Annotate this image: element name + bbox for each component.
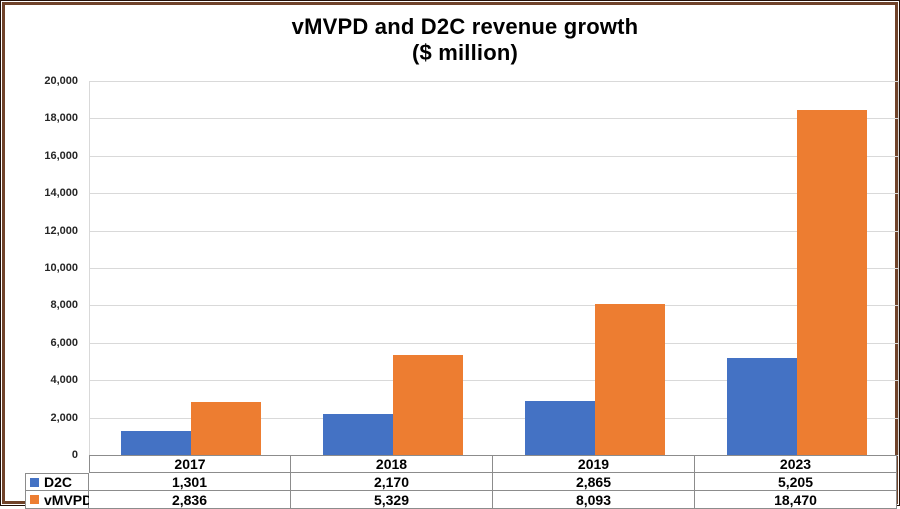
gridline bbox=[90, 193, 898, 195]
legend-swatch-d2c bbox=[30, 477, 39, 487]
gridline bbox=[90, 118, 898, 120]
gridline bbox=[90, 230, 898, 232]
value-cell-d2c-2023: 5,205 bbox=[695, 473, 897, 491]
year-header-cell: 2018 bbox=[291, 455, 493, 473]
bar-vmvpd-2017 bbox=[191, 402, 261, 455]
y-axis-tick-label: 14,000 bbox=[44, 187, 78, 200]
gridline bbox=[90, 342, 898, 344]
y-axis-tick-label: 20,000 bbox=[44, 75, 78, 87]
data-table-corner-cell bbox=[25, 455, 89, 473]
y-axis-tick-label: 8,000 bbox=[50, 299, 78, 312]
value-cell-vmvpd-2018: 5,329 bbox=[291, 491, 493, 509]
gridline bbox=[90, 380, 898, 382]
year-header-cell: 2023 bbox=[695, 455, 897, 473]
data-table: 2017 2018 2019 2023 D2C 1,301 2,170 2,865 5,205 v… bbox=[25, 455, 897, 509]
plot-area bbox=[89, 81, 899, 456]
y-axis-tick-label: 2,000 bbox=[50, 411, 78, 424]
data-table-header-row: 2017 2018 2019 2023 bbox=[25, 455, 897, 473]
bar-vmvpd-2018 bbox=[393, 355, 463, 455]
legend-swatch-vmvpd bbox=[30, 495, 39, 504]
legend-cell-d2c: D2C bbox=[25, 473, 89, 491]
legend-label: vMVPD bbox=[44, 491, 93, 508]
gridline bbox=[90, 155, 898, 157]
chart-canvas: vMVPD and D2C revenue growth ($ million)… bbox=[9, 9, 899, 509]
y-axis-tick-label: 4,000 bbox=[50, 374, 78, 387]
gridline bbox=[90, 81, 898, 82]
bar-vmvpd-2023 bbox=[797, 110, 867, 455]
y-axis-tick-label: 0 bbox=[71, 449, 78, 461]
y-axis-tick-label: 16,000 bbox=[44, 149, 78, 162]
year-header-cell: 2019 bbox=[493, 455, 695, 473]
value-cell-vmvpd-2023: 18,470 bbox=[695, 491, 897, 509]
y-axis-tick-label: 18,000 bbox=[44, 112, 78, 125]
value-cell-vmvpd-2019: 8,093 bbox=[493, 491, 695, 509]
data-table-row-d2c: D2C 1,301 2,170 2,865 5,205 bbox=[25, 473, 897, 491]
chart-title: vMVPD and D2C revenue growth bbox=[291, 14, 639, 39]
bar-d2c-2023 bbox=[727, 358, 797, 455]
bar-vmvpd-2019 bbox=[595, 304, 665, 455]
y-axis-tick-label: 10,000 bbox=[44, 262, 78, 274]
value-cell-vmvpd-2017: 2,836 bbox=[89, 491, 291, 509]
year-header-cell: 2017 bbox=[89, 455, 291, 473]
bar-d2c-2019 bbox=[525, 401, 595, 455]
gridline bbox=[90, 268, 898, 269]
gridline bbox=[90, 417, 898, 419]
bar-d2c-2018 bbox=[323, 414, 393, 455]
gridline bbox=[90, 305, 898, 307]
data-table-row-vmvpd: vMVPD 2,836 5,329 8,093 18,470 bbox=[25, 491, 897, 509]
value-cell-d2c-2018: 2,170 bbox=[291, 473, 493, 491]
bar-d2c-2017 bbox=[121, 431, 191, 455]
chart-subtitle: ($ million) bbox=[411, 40, 519, 65]
y-axis-tick-label: 12,000 bbox=[44, 224, 78, 237]
value-cell-d2c-2019: 2,865 bbox=[493, 473, 695, 491]
legend-label: D2C bbox=[44, 474, 73, 490]
value-cell-d2c-2017: 1,301 bbox=[89, 473, 291, 491]
legend-cell-vmvpd: vMVPD bbox=[25, 491, 93, 509]
chart-title-block: vMVPD and D2C revenue growth ($ million) bbox=[21, 14, 900, 66]
y-axis-tick-label: 6,000 bbox=[50, 336, 78, 349]
